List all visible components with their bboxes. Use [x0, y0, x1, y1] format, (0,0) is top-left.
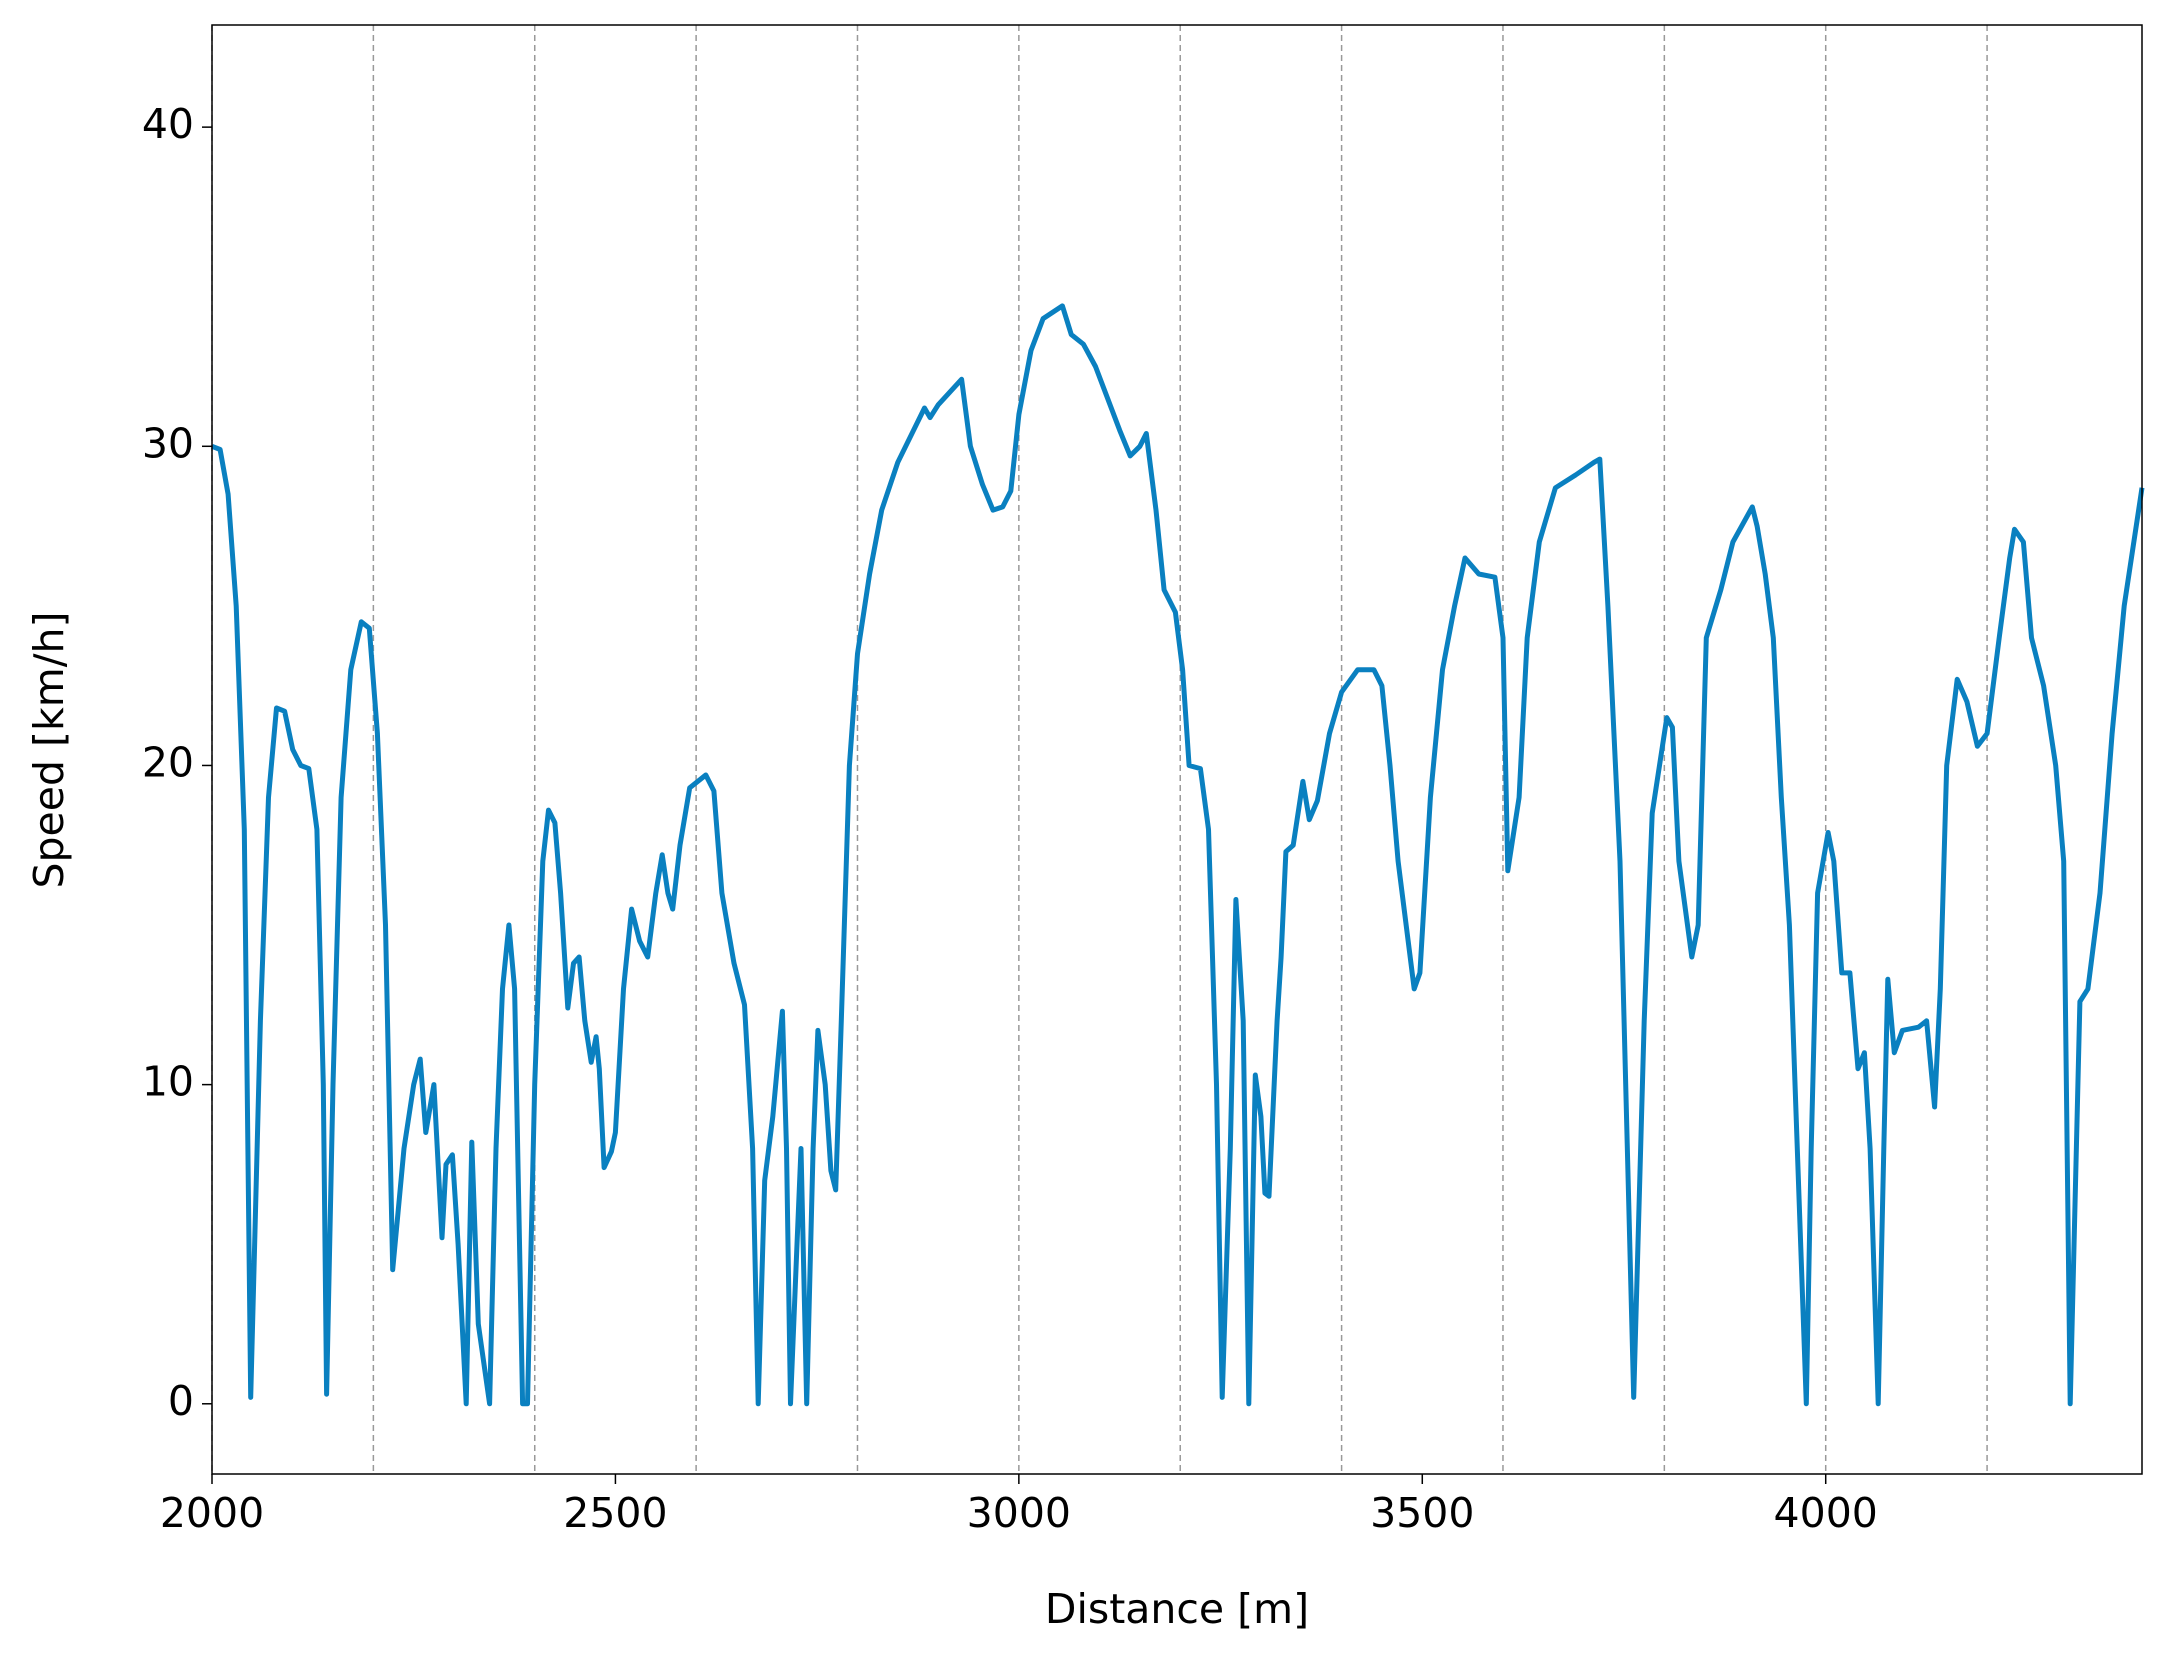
x-tick-label: 2500	[563, 1489, 667, 1537]
x-tick-label: 2000	[160, 1489, 264, 1537]
speed-line	[211, 303, 2145, 1407]
x-tick-label: 3000	[967, 1489, 1071, 1537]
y-tick-label: 0	[168, 1377, 194, 1425]
x-tick-label: 4000	[1774, 1489, 1878, 1537]
x-tick-label: 3500	[1370, 1489, 1474, 1537]
y-tick-label: 10	[142, 1058, 194, 1106]
y-tick-label: 30	[142, 419, 194, 467]
plot-frame	[211, 24, 2143, 1475]
y-axis-label: Speed [km/h]	[25, 611, 73, 888]
x-axis-label: Distance [m]	[1045, 1585, 1309, 1633]
y-tick-label: 20	[142, 738, 194, 786]
y-tick-label: 40	[142, 100, 194, 148]
